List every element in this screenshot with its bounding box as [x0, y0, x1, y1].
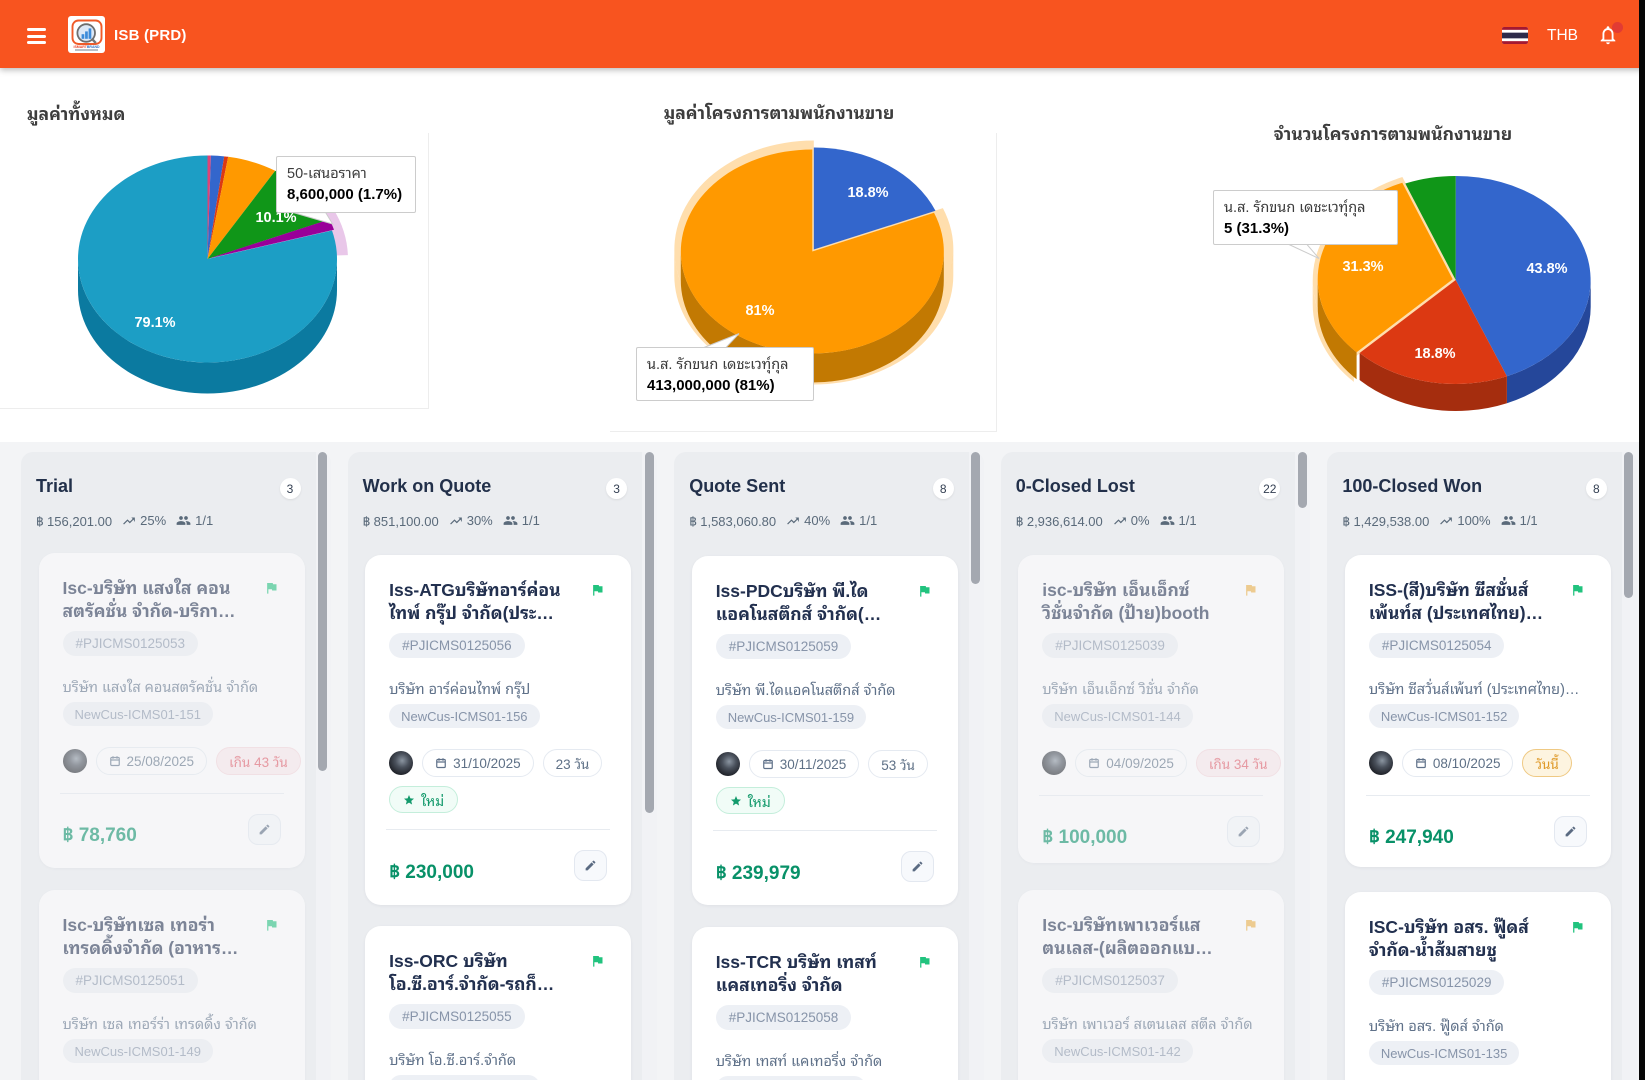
svg-text:31.3%: 31.3%: [1342, 259, 1383, 275]
svg-text:43.8%: 43.8%: [1526, 261, 1567, 277]
svg-text:79.1%: 79.1%: [134, 315, 175, 331]
svg-text:10.1%: 10.1%: [255, 210, 296, 226]
svg-text:18.8%: 18.8%: [847, 185, 888, 201]
svg-text:18.8%: 18.8%: [1414, 346, 1455, 362]
svg-text:81%: 81%: [745, 303, 774, 319]
svg-text:iSMARTBRAND: iSMARTBRAND: [73, 45, 100, 49]
